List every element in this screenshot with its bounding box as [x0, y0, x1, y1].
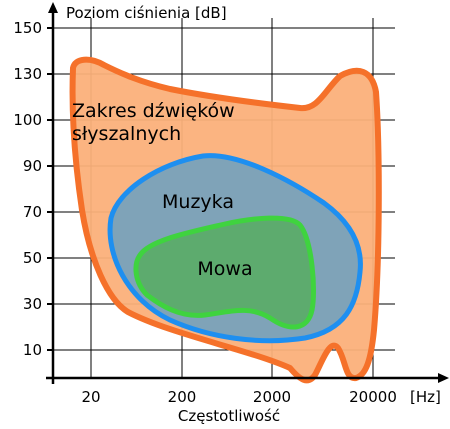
speech-label: Mowa: [197, 258, 252, 280]
x-axis-unit: [Hz]: [410, 388, 441, 406]
y-tick-label-30: 30: [23, 295, 42, 313]
y-tick-label-130: 130: [13, 65, 42, 83]
y-tick-label-50: 50: [23, 249, 42, 267]
x-tick-label-20000: 20000: [349, 388, 397, 406]
y-ticks: [47, 27, 53, 351]
x-axis-arrow: [438, 373, 449, 383]
y-tick-label-70: 70: [23, 203, 42, 221]
y-tick-label-10: 10: [23, 341, 42, 359]
y-axis-arrow: [48, 2, 58, 13]
x-tick-label-20: 20: [81, 388, 100, 406]
speech-region: [133, 215, 316, 330]
x-tick-label-2000: 2000: [253, 388, 291, 406]
y-tick-label-90: 90: [23, 157, 42, 175]
x-tick-label-200: 200: [168, 388, 197, 406]
music-label: Muzyka: [162, 191, 234, 213]
hearing-range-label-line2: słyszalnych: [72, 123, 181, 145]
y-tick-label-150: 150: [13, 19, 42, 37]
y-axis-title: Poziom ciśnienia [dB]: [66, 4, 227, 22]
y-tick-label-100: 100: [13, 111, 42, 129]
hearing-range-label-line1: Zakres dźwięków: [72, 100, 235, 122]
x-axis-title: Częstotliwość: [178, 407, 280, 425]
